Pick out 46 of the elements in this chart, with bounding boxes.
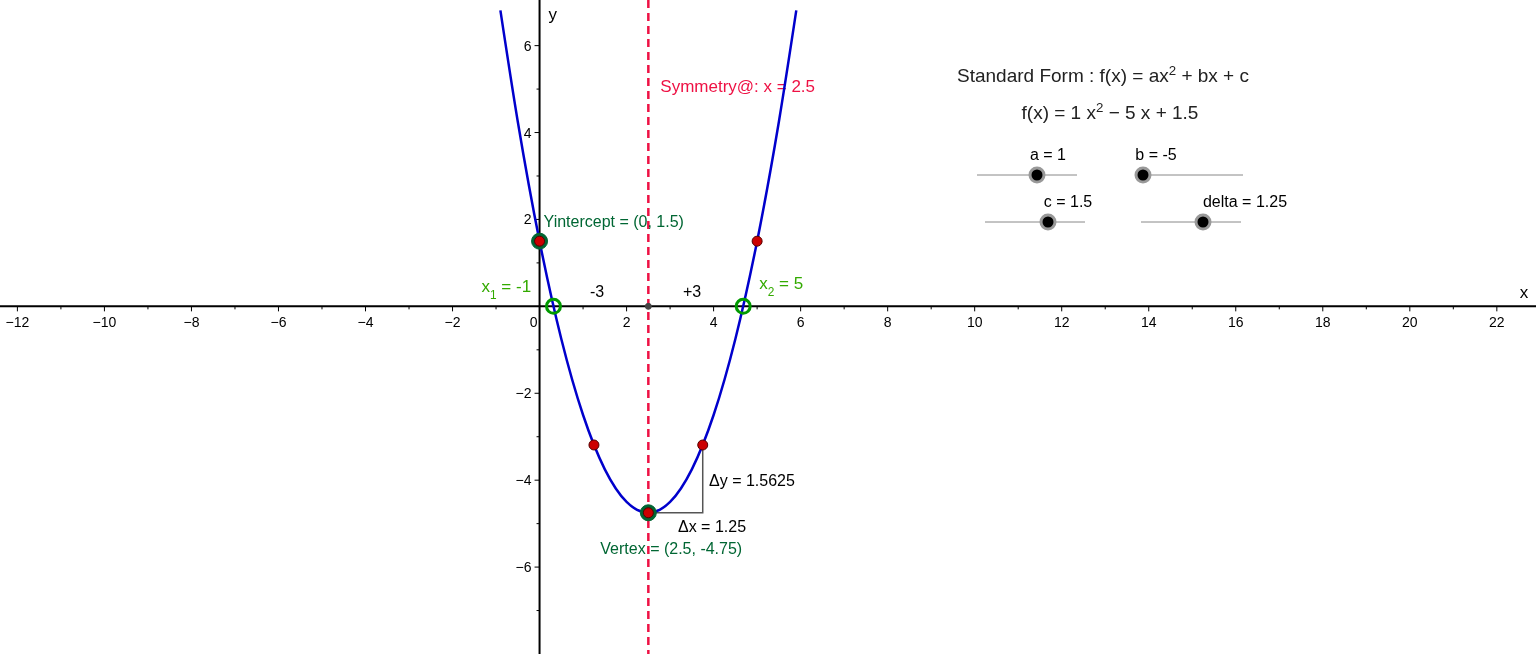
point	[697, 439, 709, 451]
x-tick-label: −10	[92, 314, 117, 331]
x-tick-label: 20	[1402, 314, 1418, 331]
x-tick-label: 22	[1489, 314, 1505, 331]
y-tick-label: −4	[515, 472, 532, 489]
x-tick-label: 2	[622, 314, 631, 331]
annotation: Vertex = (2.5, -4.75)	[600, 539, 743, 557]
point	[588, 439, 600, 451]
annotation: -3	[589, 283, 605, 300]
annotation: c = 1.5	[1043, 193, 1093, 210]
annotation: a = 1	[1029, 146, 1067, 163]
x-tick-label: 6	[796, 314, 805, 331]
x-tick-label: −8	[183, 314, 200, 331]
y-tick-label: 6	[523, 37, 532, 54]
x-axis-title: x	[1519, 283, 1529, 303]
x-tick-label: 10	[966, 314, 983, 331]
x-tick-label: 0	[529, 314, 538, 331]
point	[734, 297, 752, 315]
point	[751, 235, 763, 247]
y-tick-label: −2	[515, 385, 532, 402]
x-tick-label: 18	[1315, 314, 1331, 331]
x-tick-label: 12	[1053, 314, 1070, 331]
x-tick-label: −4	[357, 314, 374, 331]
annotation: b = -5	[1135, 146, 1177, 163]
x-tick-label: 16	[1227, 314, 1244, 331]
y-axis-title: y	[548, 5, 558, 24]
annotation: f(x) = 1 x$^{2}$ − 5 x + 1.5	[1021, 99, 1199, 123]
x-tick-label: −6	[270, 314, 287, 331]
annotation: Δy = 1.5625	[709, 472, 795, 489]
y-tick-label: 2	[523, 211, 532, 228]
x-tick-label: −2	[444, 314, 461, 331]
annotation: Δx = 1.25	[677, 518, 747, 535]
annotation: +3	[682, 283, 702, 300]
x-tick-label: 4	[709, 314, 718, 331]
y-tick-label: 4	[523, 124, 532, 141]
x-tick-label: 8	[883, 314, 892, 331]
annotation: x$_{2}$ = 5	[759, 274, 804, 300]
x-tick-label: −12	[5, 314, 30, 331]
annotation: x$_{1}$ = -1	[481, 277, 532, 303]
point	[544, 297, 562, 315]
annotation: delta = 1.25	[1202, 193, 1288, 210]
annotation: Yintercept = (0, 1.5)	[543, 213, 684, 231]
x-tick-label: 14	[1140, 314, 1157, 331]
annotation: Standard Form : f(x) = ax$^{2}$ + bx + c	[957, 62, 1249, 86]
point	[644, 302, 652, 310]
y-tick-label: −6	[515, 559, 532, 576]
